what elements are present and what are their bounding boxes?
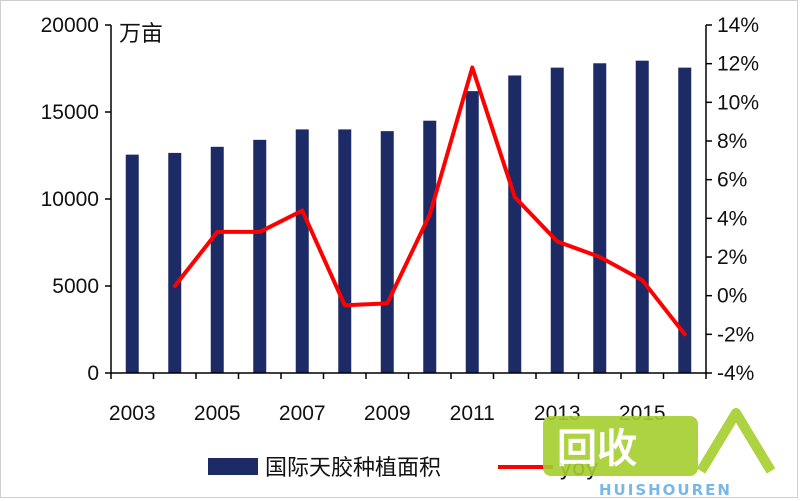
left-tick-label: 10000 bbox=[41, 188, 99, 211]
watermark-peak-icon bbox=[696, 408, 776, 474]
right-axis-ticks: -4% -2% 0% 2% 4% 6% 8% 10% 12% 14% bbox=[706, 14, 759, 385]
left-tick-label: 15000 bbox=[41, 101, 99, 124]
left-axis-unit-label: 万亩 bbox=[119, 22, 163, 47]
x-tick-label: 2011 bbox=[450, 402, 495, 425]
x-tick-label: 2003 bbox=[109, 402, 156, 425]
left-axis-ticks: 0 5000 10000 15000 20000 bbox=[41, 14, 111, 385]
right-tick-label: 12% bbox=[717, 53, 759, 76]
bar-2014 bbox=[593, 63, 607, 373]
bar-2006 bbox=[253, 139, 267, 373]
right-tick-label: -4% bbox=[717, 362, 754, 385]
left-tick-label: 20000 bbox=[41, 14, 99, 37]
x-tick-label: 2005 bbox=[194, 402, 241, 425]
right-tick-label: 8% bbox=[717, 130, 747, 153]
legend-bar-swatch bbox=[208, 458, 258, 475]
watermark-logo-text: 回收 bbox=[557, 426, 637, 472]
left-tick-label: 0 bbox=[87, 362, 99, 385]
right-tick-label: 4% bbox=[717, 207, 747, 230]
right-tick-label: -2% bbox=[717, 323, 754, 346]
bar-2007 bbox=[295, 129, 309, 373]
bar-2010 bbox=[423, 120, 437, 373]
bar-2015 bbox=[635, 60, 649, 374]
bar-2008 bbox=[338, 129, 352, 373]
bar-2012 bbox=[508, 75, 522, 374]
bar-2009 bbox=[380, 131, 394, 373]
right-tick-label: 6% bbox=[717, 169, 747, 192]
axes bbox=[110, 25, 707, 374]
x-tick-label: 2007 bbox=[279, 402, 326, 425]
legend: 国际天胶种植面积 yoy bbox=[208, 456, 599, 481]
right-tick-label: 0% bbox=[717, 285, 747, 308]
bar-series bbox=[125, 60, 692, 374]
bar-2013 bbox=[550, 67, 564, 373]
right-tick-label: 10% bbox=[717, 91, 759, 114]
bar-2003 bbox=[125, 154, 139, 373]
bar-2005 bbox=[210, 146, 224, 373]
yoy-line bbox=[172, 65, 687, 337]
bar-2004 bbox=[168, 152, 182, 373]
x-tick-label: 2009 bbox=[364, 402, 411, 425]
legend-bar-label: 国际天胶种植面积 bbox=[265, 456, 441, 481]
watermark-logo-box bbox=[543, 416, 698, 476]
right-tick-label: 2% bbox=[717, 246, 747, 269]
bar-2016 bbox=[678, 67, 692, 373]
watermark-brand-text: HUISHOUREN bbox=[599, 481, 732, 499]
bar-2011 bbox=[465, 91, 479, 374]
left-tick-label: 5000 bbox=[52, 275, 99, 298]
right-tick-label: 14% bbox=[717, 14, 759, 37]
watermark-logo: 回收 HUISHOUREN bbox=[543, 408, 776, 499]
